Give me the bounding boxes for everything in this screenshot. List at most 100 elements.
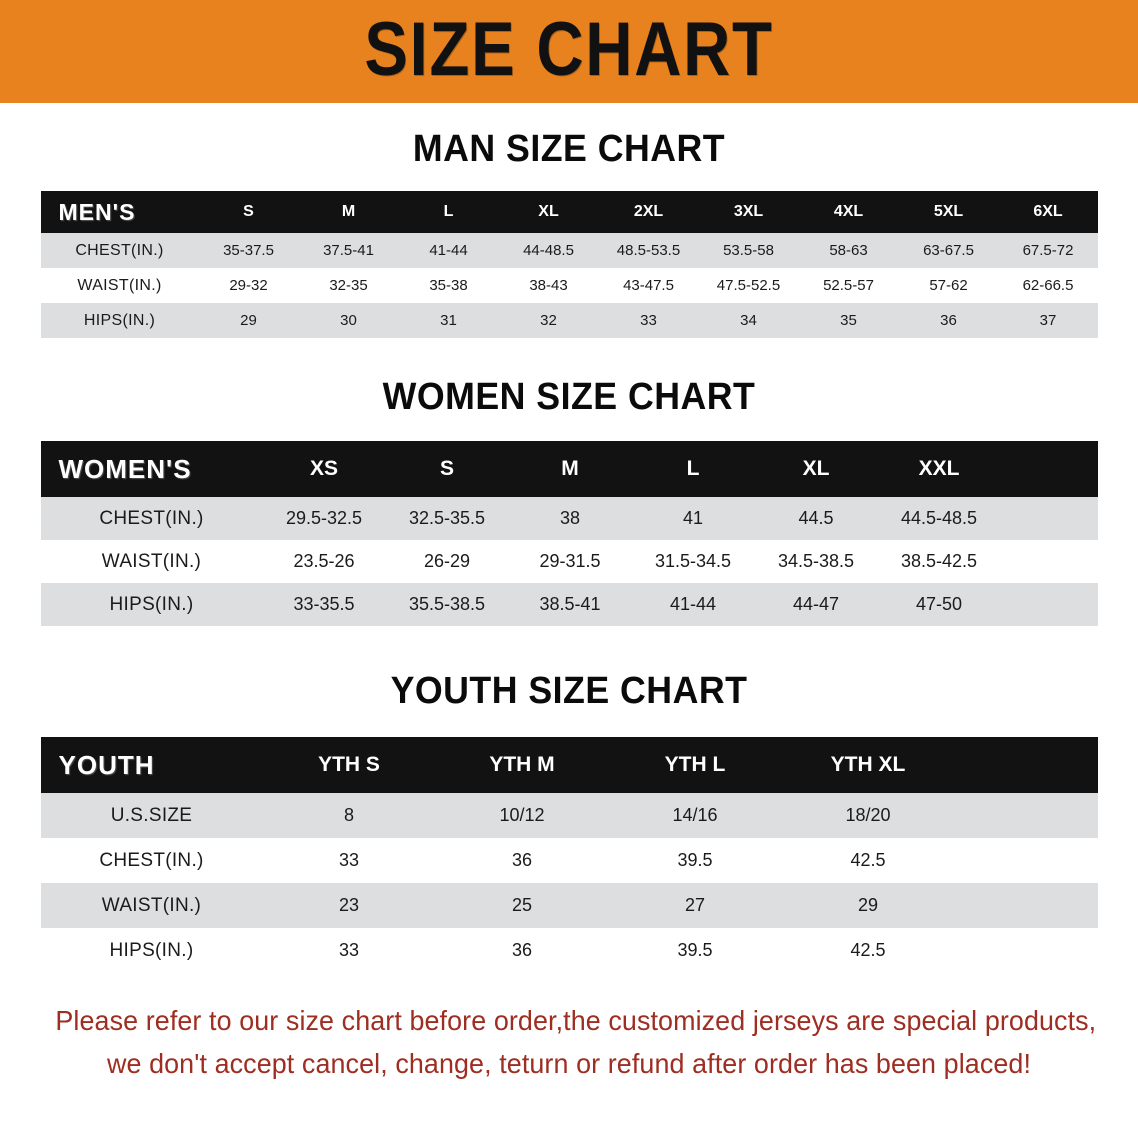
table-cell: 38 xyxy=(508,497,632,540)
man-section-title: MAN SIZE CHART xyxy=(412,128,726,170)
table-cell: 42.5 xyxy=(781,928,955,973)
table-row: WAIST(IN.) 23 25 27 29 xyxy=(40,883,1098,928)
table-cell: 38.5-41 xyxy=(508,583,632,626)
table-cell-empty xyxy=(1000,583,1098,626)
man-table-body: CHEST(IN.) 35-37.5 37.5-41 41-44 44-48.5… xyxy=(40,233,1098,338)
table-cell: 44.5-48.5 xyxy=(877,497,1001,540)
man-header-size-5xl: 5XL xyxy=(933,203,964,220)
table-cell: 48.5-53.5 xyxy=(598,233,699,268)
table-cell: 41 xyxy=(631,497,755,540)
table-cell: 32.5-35.5 xyxy=(385,497,509,540)
youth-header-size-l: YTH L xyxy=(664,753,726,776)
youth-header-size-s: YTH S xyxy=(318,753,380,776)
man-header-size-2xl: 2XL xyxy=(633,203,664,220)
man-size-table: MEN'S S M L XL 2XL 3XL 4XL 5XL 6XL CHEST… xyxy=(40,191,1098,338)
youth-section-title: YOUTH SIZE CHART xyxy=(390,670,748,712)
table-cell-empty xyxy=(954,883,1098,928)
table-cell: 57-62 xyxy=(898,268,999,303)
table-cell-empty xyxy=(954,928,1098,973)
women-section-title: WOMEN SIZE CHART xyxy=(382,376,756,418)
youth-header-size-m: YTH M xyxy=(489,753,555,776)
table-cell: 38.5-42.5 xyxy=(877,540,1001,583)
table-cell: 39.5 xyxy=(608,928,782,973)
table-cell: 18/20 xyxy=(781,793,955,838)
man-row-label-chest: CHEST(IN.) xyxy=(40,233,199,268)
man-header-size-xl: XL xyxy=(538,203,559,220)
table-cell: 35.5-38.5 xyxy=(385,583,509,626)
youth-row-label-us-size: U.S.SIZE xyxy=(40,793,263,838)
women-header-size-l: L xyxy=(686,457,700,480)
table-cell: 37.5-41 xyxy=(298,233,399,268)
table-cell: 31 xyxy=(398,303,499,338)
table-cell: 35-37.5 xyxy=(198,233,299,268)
table-cell: 23 xyxy=(262,883,436,928)
youth-row-label-waist: WAIST(IN.) xyxy=(40,883,263,928)
table-cell: 30 xyxy=(298,303,399,338)
youth-header-spacer xyxy=(954,737,1098,793)
page-banner: SIZE CHART xyxy=(0,0,1138,103)
table-cell: 25 xyxy=(435,883,609,928)
women-header-size-s: S xyxy=(439,457,454,480)
table-cell: 36 xyxy=(435,838,609,883)
table-cell-empty xyxy=(1000,497,1098,540)
table-cell: 29 xyxy=(198,303,299,338)
table-cell: 63-67.5 xyxy=(898,233,999,268)
youth-row-label-chest: CHEST(IN.) xyxy=(40,838,263,883)
table-cell: 34.5-38.5 xyxy=(754,540,878,583)
table-cell: 47.5-52.5 xyxy=(698,268,799,303)
women-header-size-m: M xyxy=(561,457,579,480)
table-row: HIPS(IN.) 33-35.5 35.5-38.5 38.5-41 41-4… xyxy=(40,583,1098,626)
table-cell: 52.5-57 xyxy=(798,268,899,303)
women-row-label-chest: CHEST(IN.) xyxy=(40,497,263,540)
table-cell-empty xyxy=(954,793,1098,838)
man-header-size-s: S xyxy=(243,203,254,220)
women-row-label-waist: WAIST(IN.) xyxy=(40,540,263,583)
man-header-size-4xl: 4XL xyxy=(833,203,864,220)
table-cell: 33 xyxy=(262,838,436,883)
table-cell: 37 xyxy=(998,303,1098,338)
youth-size-table: YOUTH YTH S YTH M YTH L YTH XL U.S.SIZE … xyxy=(40,737,1098,973)
table-cell: 14/16 xyxy=(608,793,782,838)
man-row-label-hips: HIPS(IN.) xyxy=(40,303,199,338)
table-cell: 34 xyxy=(698,303,799,338)
women-header-size-xs: XS xyxy=(309,457,338,480)
table-cell: 67.5-72 xyxy=(998,233,1098,268)
youth-header-size-xl: YTH XL xyxy=(830,753,906,776)
table-cell: 53.5-58 xyxy=(698,233,799,268)
table-header-row: MEN'S S M L XL 2XL 3XL 4XL 5XL 6XL xyxy=(40,191,1098,233)
man-header-size-l: L xyxy=(443,203,454,220)
table-cell: 32-35 xyxy=(298,268,399,303)
table-cell-empty xyxy=(954,838,1098,883)
table-cell: 26-29 xyxy=(385,540,509,583)
table-cell: 32 xyxy=(498,303,599,338)
table-cell: 42.5 xyxy=(781,838,955,883)
women-table-body: CHEST(IN.) 29.5-32.5 32.5-35.5 38 41 44.… xyxy=(40,497,1098,626)
women-header-row-label: WOMEN'S xyxy=(58,453,192,484)
women-header-spacer xyxy=(1000,441,1098,497)
man-header-size-6xl: 6XL xyxy=(1033,203,1063,220)
man-header-size-3xl: 3XL xyxy=(733,203,764,220)
table-cell: 33-35.5 xyxy=(262,583,386,626)
table-row: U.S.SIZE 8 10/12 14/16 18/20 xyxy=(40,793,1098,838)
table-cell: 41-44 xyxy=(631,583,755,626)
table-cell: 31.5-34.5 xyxy=(631,540,755,583)
table-cell: 29-32 xyxy=(198,268,299,303)
table-cell: 47-50 xyxy=(877,583,1001,626)
youth-header-row-label: YOUTH xyxy=(58,749,155,780)
table-cell: 10/12 xyxy=(435,793,609,838)
table-cell: 44-48.5 xyxy=(498,233,599,268)
page-title: SIZE CHART xyxy=(364,6,774,92)
table-cell: 23.5-26 xyxy=(262,540,386,583)
table-cell-empty xyxy=(1000,540,1098,583)
youth-row-label-hips: HIPS(IN.) xyxy=(40,928,263,973)
note-line-2: we don't accept cancel, change, teturn o… xyxy=(106,1048,1032,1080)
note-line-1: Please refer to our size chart before or… xyxy=(55,1005,1097,1036)
women-header-size-xl: XL xyxy=(802,457,830,480)
table-row: WAIST(IN.) 29-32 32-35 35-38 38-43 43-47… xyxy=(40,268,1098,303)
women-header-size-xxl: XXL xyxy=(918,457,960,480)
table-row: HIPS(IN.) 29 30 31 32 33 34 35 36 37 xyxy=(40,303,1098,338)
youth-table-header: YOUTH YTH S YTH M YTH L YTH XL xyxy=(40,737,1098,793)
man-table-header: MEN'S S M L XL 2XL 3XL 4XL 5XL 6XL xyxy=(40,191,1098,233)
table-cell: 35-38 xyxy=(398,268,499,303)
table-cell: 35 xyxy=(798,303,899,338)
